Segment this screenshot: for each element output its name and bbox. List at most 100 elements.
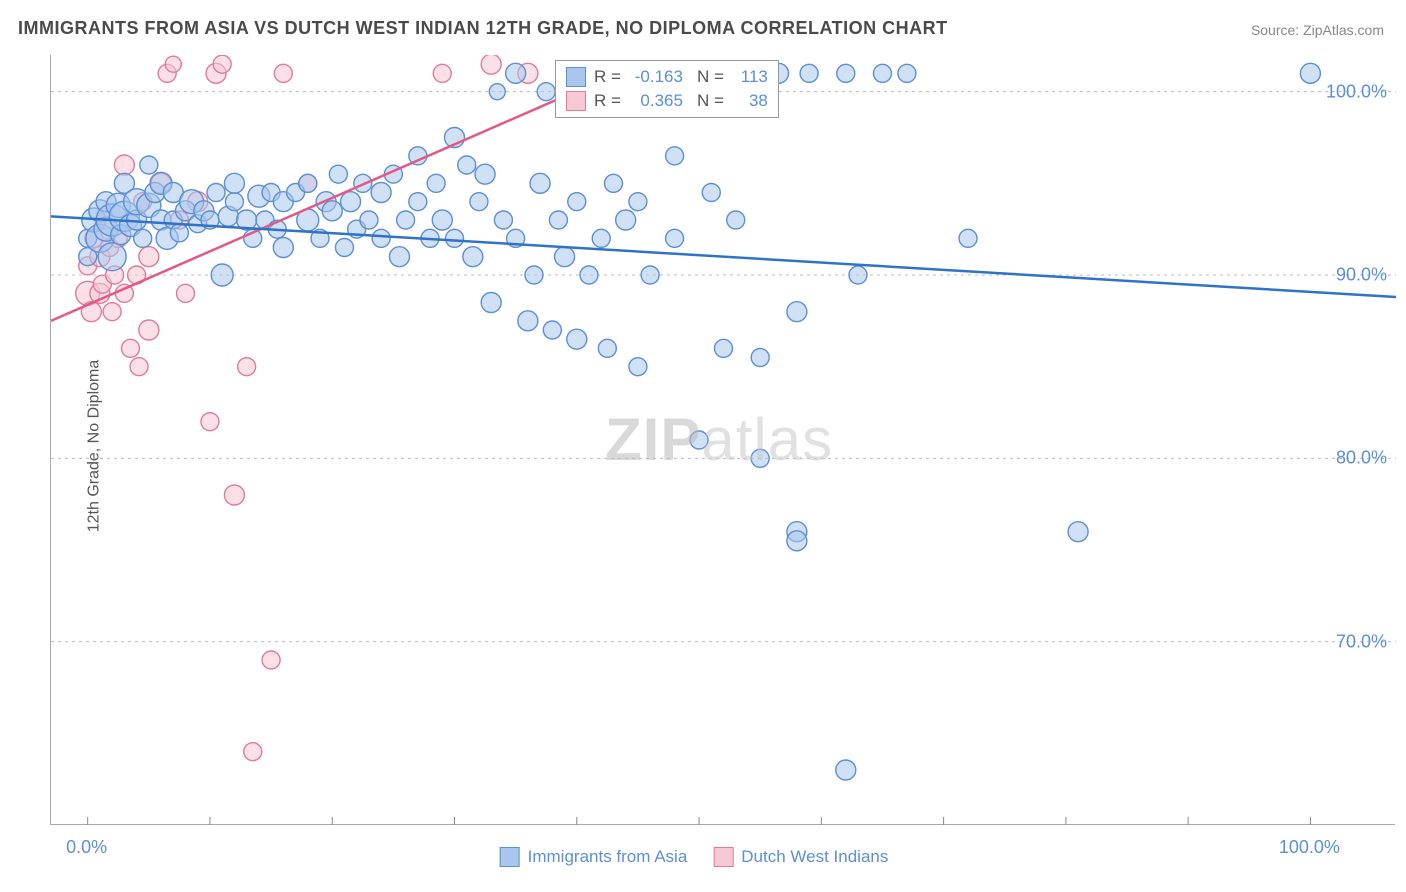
r-label: R = (594, 91, 621, 111)
data-point (489, 84, 505, 100)
data-point (604, 174, 622, 192)
data-point (140, 156, 158, 174)
data-point (165, 56, 181, 72)
y-tick-label: 100.0% (1326, 81, 1387, 102)
data-point (787, 302, 807, 322)
data-point (629, 193, 647, 211)
data-point (666, 147, 684, 165)
x-tick-label: 0.0% (66, 837, 107, 858)
data-point (959, 229, 977, 247)
corr-row: R =0.365N =38 (566, 89, 768, 113)
data-point (543, 321, 561, 339)
n-value: 113 (732, 67, 768, 87)
data-point (427, 174, 445, 192)
n-label: N = (697, 67, 724, 87)
y-tick-label: 80.0% (1336, 448, 1387, 469)
data-point (555, 247, 575, 267)
data-point (139, 247, 159, 267)
data-point (530, 173, 550, 193)
data-point (139, 320, 159, 340)
legend-swatch (566, 91, 586, 111)
legend-swatch (713, 847, 733, 867)
bottom-legend: Immigrants from Asia Dutch West Indians (500, 847, 907, 867)
data-point (121, 339, 139, 357)
data-point (463, 247, 483, 267)
data-point (481, 55, 501, 74)
data-point (800, 64, 818, 82)
data-point (849, 266, 867, 284)
data-point (494, 211, 512, 229)
data-point (238, 358, 256, 376)
data-point (170, 224, 188, 242)
data-point (432, 210, 452, 230)
source-link[interactable]: ZipAtlas.com (1303, 22, 1384, 38)
data-point (470, 193, 488, 211)
data-point (207, 184, 225, 202)
source-prefix: Source: (1251, 22, 1303, 38)
data-point (341, 192, 361, 212)
data-point (525, 266, 543, 284)
y-tick-label: 90.0% (1336, 265, 1387, 286)
trend-line (51, 216, 1396, 297)
data-point (458, 156, 476, 174)
data-point (727, 211, 745, 229)
data-point (335, 239, 353, 257)
data-point (224, 485, 244, 505)
data-point (616, 210, 636, 230)
data-point (549, 211, 567, 229)
data-point (751, 349, 769, 367)
data-point (201, 413, 219, 431)
data-point (81, 302, 101, 322)
data-point (690, 431, 708, 449)
data-point (329, 165, 347, 183)
data-point (481, 293, 501, 313)
legend-label: Dutch West Indians (741, 847, 888, 867)
data-point (211, 264, 233, 286)
data-point (177, 284, 195, 302)
data-point (98, 243, 126, 271)
data-point (360, 211, 378, 229)
data-point (262, 651, 280, 669)
data-point (397, 211, 415, 229)
y-tick-label: 70.0% (1336, 631, 1387, 652)
n-value: 38 (732, 91, 768, 111)
legend-swatch (566, 67, 586, 87)
data-point (244, 743, 262, 761)
data-point (299, 174, 317, 192)
data-point (475, 164, 495, 184)
data-point (224, 173, 244, 193)
data-point (836, 760, 856, 780)
data-point (751, 449, 769, 467)
legend-swatch (500, 847, 520, 867)
legend-label: Immigrants from Asia (528, 847, 688, 867)
data-point (322, 201, 342, 221)
data-point (568, 193, 586, 211)
data-point (103, 303, 121, 321)
data-point (1300, 63, 1320, 83)
data-point (537, 83, 555, 101)
data-point (666, 229, 684, 247)
data-point (506, 63, 526, 83)
data-point (273, 238, 293, 258)
data-point (629, 358, 647, 376)
data-point (837, 64, 855, 82)
chart-svg (51, 55, 1396, 825)
data-point (114, 155, 134, 175)
data-point (567, 329, 587, 349)
r-label: R = (594, 67, 621, 87)
r-value: -0.163 (629, 67, 683, 87)
data-point (213, 55, 231, 73)
data-point (518, 311, 538, 331)
data-point (130, 358, 148, 376)
correlation-box: R =-0.163N =113R =0.365N =38 (555, 60, 779, 118)
source-attribution: Source: ZipAtlas.com (1251, 22, 1384, 38)
data-point (787, 531, 807, 551)
data-point (409, 193, 427, 211)
data-point (702, 184, 720, 202)
plot-area: 70.0% 80.0% 90.0% 100.0% (50, 55, 1395, 825)
data-point (433, 64, 451, 82)
data-point (641, 266, 659, 284)
data-point (715, 339, 733, 357)
chart-title: IMMIGRANTS FROM ASIA VS DUTCH WEST INDIA… (18, 18, 948, 39)
n-label: N = (697, 91, 724, 111)
